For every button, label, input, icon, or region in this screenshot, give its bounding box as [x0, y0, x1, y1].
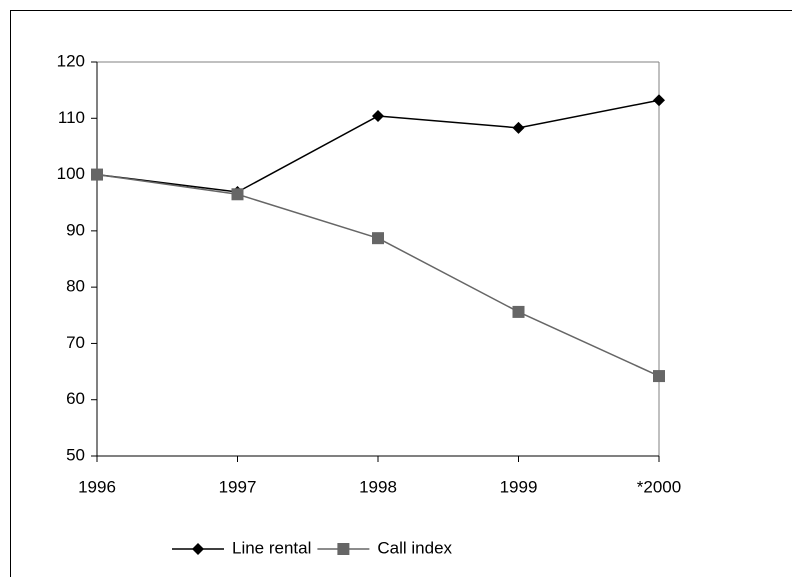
marker	[653, 370, 665, 383]
y-tick-label: 50	[66, 445, 85, 464]
marker	[337, 543, 350, 555]
y-tick-label: 120	[57, 51, 85, 70]
x-tick-label: 1996	[78, 477, 116, 496]
y-tick-label: 110	[58, 108, 85, 127]
marker	[372, 110, 384, 123]
legend-label: Call index	[377, 538, 452, 557]
chart-frame	[10, 10, 792, 577]
x-tick-label: 1997	[219, 477, 257, 496]
y-tick-label: 100	[57, 164, 85, 183]
y-tick-label: 60	[66, 389, 85, 408]
legend-label: Line rental	[232, 538, 311, 557]
x-tick-label: 1999	[500, 477, 538, 496]
marker	[653, 94, 665, 107]
marker	[512, 121, 525, 134]
marker	[512, 305, 525, 318]
marker	[231, 188, 244, 201]
x-tick-label: 1998	[359, 477, 397, 496]
marker	[372, 232, 384, 245]
y-tick-label: 80	[66, 277, 85, 296]
series-line	[96, 173, 660, 377]
marker	[91, 168, 103, 181]
marker	[192, 543, 204, 555]
x-tick-label: *2000	[637, 477, 681, 496]
y-tick-label: 70	[66, 333, 85, 352]
y-tick-label: 90	[66, 220, 85, 239]
